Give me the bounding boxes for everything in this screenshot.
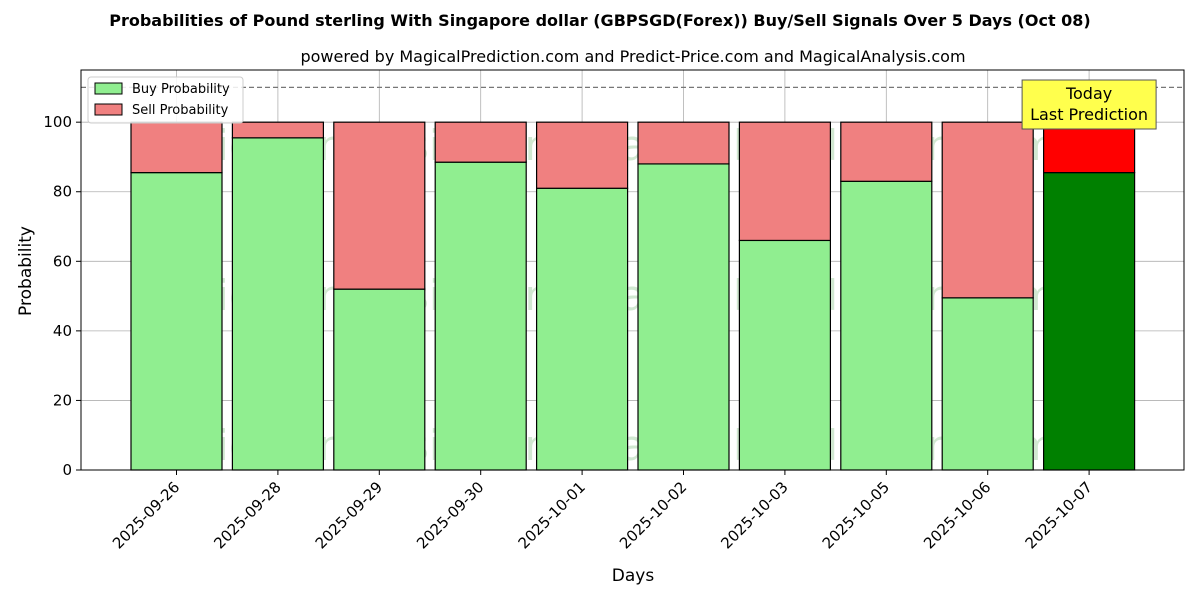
chart-title: Probabilities of Pound sterling With Sin… [109, 11, 1091, 30]
y-axis-label: Probability [16, 226, 36, 316]
buy-bar [535, 187, 629, 471]
axes-frame [80, 69, 1185, 471]
buy-bar [333, 288, 426, 471]
buy-bar [231, 137, 324, 471]
legend-label: Sell Probability [132, 103, 229, 118]
buy-bar [840, 180, 933, 471]
y-tick-label: 60 [53, 252, 72, 270]
x-tick-label: 2025-10-03 [717, 478, 791, 552]
sell-bar [434, 121, 527, 163]
sell-bar [535, 121, 629, 189]
x-tick-label: 2025-10-05 [819, 478, 893, 552]
sell-bar [1042, 121, 1136, 174]
legend-label: Buy Probability [132, 82, 230, 97]
x-tick-label: 2025-10-02 [616, 478, 690, 552]
x-axis-label: Days [612, 566, 655, 586]
x-tick-label: 2025-09-30 [413, 478, 487, 552]
legend-swatch [94, 103, 123, 116]
buy-bar [637, 163, 730, 471]
legend-box [87, 76, 244, 124]
sell-bar [840, 121, 933, 182]
x-tick-label: 2025-09-28 [210, 478, 284, 552]
y-tick-label: 0 [62, 461, 72, 479]
x-tick-label: 2025-10-01 [515, 478, 589, 552]
y-tick-label: 80 [53, 183, 72, 201]
x-tick-label: 2025-10-07 [1022, 478, 1096, 552]
buy-bar [1042, 172, 1136, 471]
sell-bar [941, 121, 1034, 299]
buy-bar [434, 161, 527, 471]
plot-area: MagicalAnalysis.comMagicalPrediction.com… [43, 69, 1185, 552]
x-tick-label: 2025-10-06 [920, 478, 994, 552]
sell-bar [637, 121, 730, 165]
y-tick-label: 20 [53, 391, 72, 409]
legend-swatch [94, 82, 123, 95]
buy-bar [738, 239, 832, 471]
sell-bar [231, 121, 324, 139]
annotation-text: Last Prediction [1030, 105, 1148, 124]
chart-subtitle: powered by MagicalPrediction.com and Pre… [300, 47, 965, 66]
annotation-box [1021, 79, 1157, 130]
sell-bar [333, 121, 426, 290]
y-tick-label: 40 [53, 322, 72, 340]
annotation-text: Today [1065, 84, 1112, 103]
x-tick-label: 2025-09-29 [312, 478, 386, 552]
buy-bar [941, 297, 1034, 471]
sell-bar [738, 121, 832, 242]
y-tick-label: 100 [43, 113, 72, 131]
x-tick-label: 2025-09-26 [109, 478, 183, 552]
sell-bar [130, 121, 223, 174]
buy-bar [130, 172, 223, 471]
